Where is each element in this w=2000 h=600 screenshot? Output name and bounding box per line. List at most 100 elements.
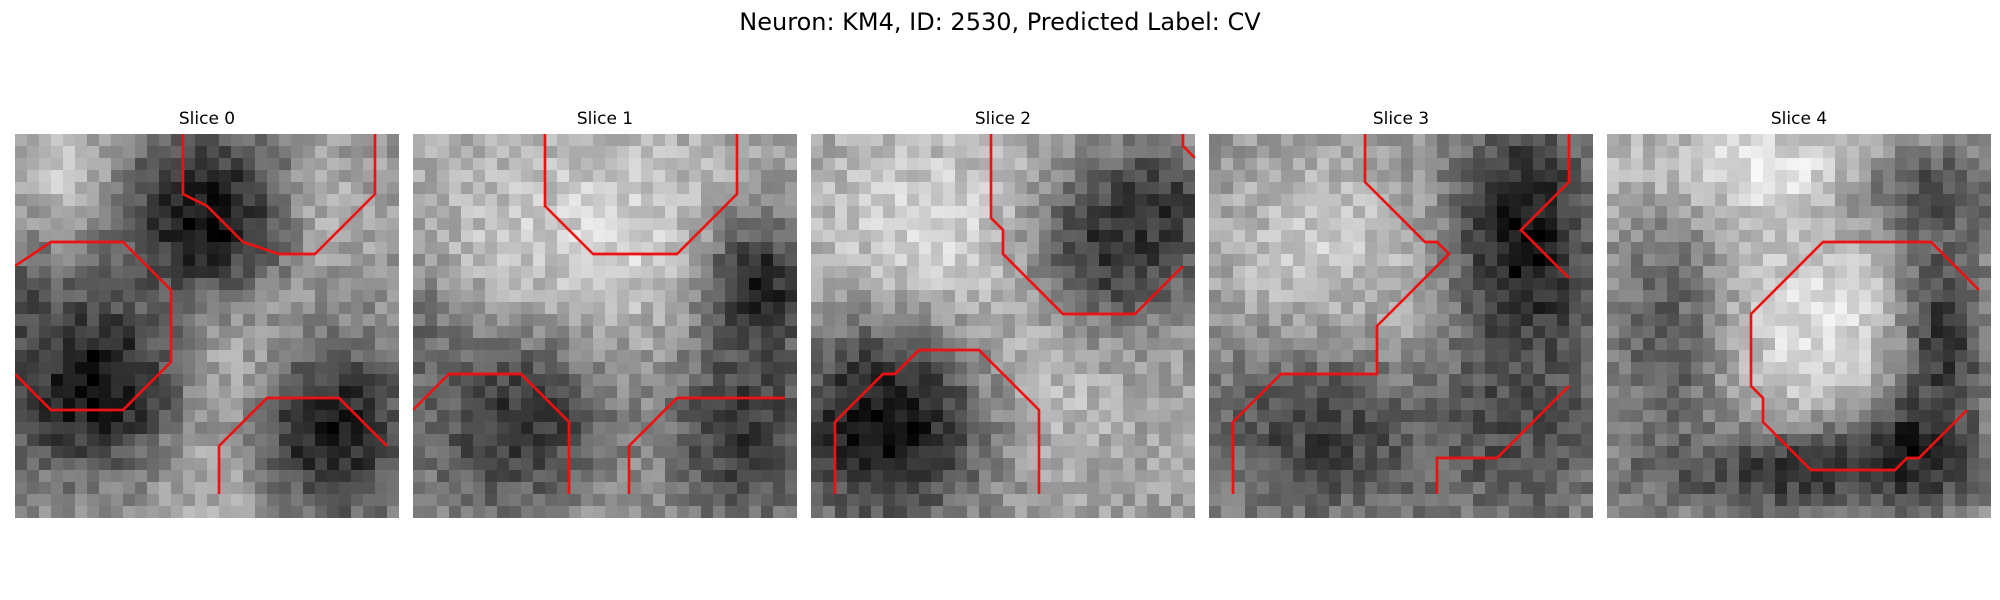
pixel xyxy=(1883,386,1896,399)
pixel xyxy=(785,158,797,171)
pixel xyxy=(919,434,932,447)
pixel xyxy=(1051,182,1064,195)
pixel xyxy=(1883,182,1896,195)
pixel xyxy=(883,350,896,363)
pixel xyxy=(1171,422,1184,435)
pixel xyxy=(1533,230,1546,243)
pixel xyxy=(171,170,184,183)
pixel xyxy=(1461,482,1474,495)
pixel xyxy=(617,134,630,147)
pixel xyxy=(449,134,462,147)
pixel xyxy=(387,194,399,207)
pixel xyxy=(87,398,100,411)
pixel xyxy=(557,422,570,435)
pixel xyxy=(351,254,364,267)
pixel xyxy=(931,158,944,171)
pixel xyxy=(605,302,618,315)
pixel xyxy=(1437,290,1450,303)
pixel xyxy=(1931,158,1944,171)
pixel xyxy=(461,242,474,255)
pixel xyxy=(1269,470,1282,483)
pixel xyxy=(1365,302,1378,315)
pixel xyxy=(1691,158,1704,171)
pixel xyxy=(871,146,884,159)
pixel xyxy=(701,230,714,243)
pixel xyxy=(497,314,510,327)
pixel xyxy=(1075,482,1088,495)
pixel xyxy=(351,194,364,207)
pixel xyxy=(785,218,797,231)
pixel xyxy=(1919,398,1932,411)
pixel xyxy=(27,290,40,303)
pixel xyxy=(605,182,618,195)
pixel xyxy=(883,446,896,459)
pixel xyxy=(1147,338,1160,351)
pixel xyxy=(713,278,726,291)
pixel xyxy=(99,482,112,495)
pixel xyxy=(1209,182,1222,195)
pixel xyxy=(581,218,594,231)
pixel xyxy=(1413,146,1426,159)
pixel xyxy=(1581,242,1593,255)
pixel xyxy=(1413,410,1426,423)
pixel xyxy=(545,458,558,471)
pixel xyxy=(1159,302,1172,315)
pixel xyxy=(291,290,304,303)
pixel xyxy=(147,278,160,291)
pixel xyxy=(1015,254,1028,267)
pixel xyxy=(823,302,836,315)
pixel xyxy=(847,410,860,423)
pixel xyxy=(1051,230,1064,243)
pixel xyxy=(1425,218,1438,231)
pixel xyxy=(449,446,462,459)
pixel xyxy=(569,506,582,518)
pixel xyxy=(291,266,304,279)
pixel xyxy=(1425,290,1438,303)
pixel xyxy=(653,182,666,195)
pixel xyxy=(473,290,486,303)
pixel xyxy=(363,134,376,147)
pixel xyxy=(689,338,702,351)
pixel xyxy=(1883,230,1896,243)
pixel xyxy=(1389,230,1402,243)
pixel xyxy=(449,218,462,231)
pixel xyxy=(1979,434,1991,447)
pixel xyxy=(267,326,280,339)
pixel xyxy=(1329,398,1342,411)
pixel xyxy=(1209,362,1222,375)
pixel xyxy=(63,290,76,303)
pixel xyxy=(1787,230,1800,243)
pixel xyxy=(1233,146,1246,159)
pixel xyxy=(629,242,642,255)
pixel xyxy=(1473,338,1486,351)
pixel xyxy=(1099,230,1112,243)
pixel xyxy=(497,338,510,351)
pixel xyxy=(1871,182,1884,195)
pixel xyxy=(231,458,244,471)
pixel xyxy=(847,254,860,267)
pixel xyxy=(1775,374,1788,387)
pixel xyxy=(689,290,702,303)
pixel xyxy=(835,386,848,399)
pixel xyxy=(749,374,762,387)
pixel xyxy=(1533,218,1546,231)
pixel xyxy=(1485,470,1498,483)
pixel xyxy=(291,434,304,447)
pixel xyxy=(413,494,426,507)
pixel xyxy=(1003,350,1016,363)
pixel xyxy=(1437,230,1450,243)
pixel xyxy=(677,398,690,411)
pixel xyxy=(1691,266,1704,279)
pixel xyxy=(461,302,474,315)
pixel xyxy=(1245,302,1258,315)
pixel xyxy=(1051,206,1064,219)
pixel xyxy=(51,146,64,159)
pixel xyxy=(1787,290,1800,303)
pixel xyxy=(1883,170,1896,183)
pixel xyxy=(617,398,630,411)
pixel xyxy=(1317,350,1330,363)
pixel xyxy=(1123,338,1136,351)
pixel xyxy=(1497,182,1510,195)
pixel xyxy=(351,242,364,255)
pixel xyxy=(497,506,510,518)
